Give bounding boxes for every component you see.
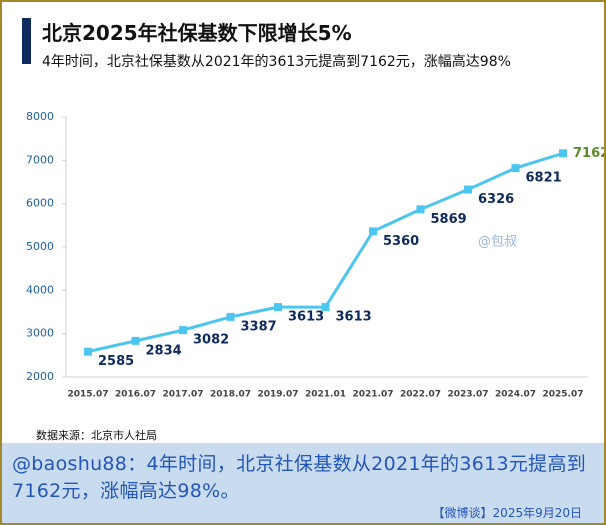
post-footer: 【微博谈】2025年9月20日	[432, 506, 582, 520]
value-label: 3387	[241, 319, 277, 334]
value-label: 6821	[526, 171, 562, 186]
x-tick-label: 2017.07	[163, 390, 204, 400]
y-tick-label: 8000	[26, 110, 54, 123]
x-tick-label: 2024.07	[495, 390, 536, 400]
value-label: 2834	[146, 343, 182, 358]
x-tick-label: 2023.07	[448, 390, 489, 400]
value-label: 3613	[288, 310, 324, 325]
y-tick-label: 7000	[26, 153, 54, 166]
marker	[511, 164, 520, 173]
y-tick-label: 6000	[26, 197, 54, 210]
marker	[274, 303, 282, 312]
marker	[226, 312, 235, 321]
source: 数据来源：北京市人社局	[36, 429, 157, 442]
post-band: @baoshu88：4年时间，北京社保基数从2021年的3613元提高到7162…	[2, 443, 604, 523]
line	[87, 151, 564, 354]
y-tick-label: 4000	[26, 283, 54, 296]
marker	[179, 326, 187, 335]
post-text: @baoshu88：4年时间，北京社保基数从2021年的3613元提高到7162…	[12, 453, 587, 502]
value-label: 6326	[478, 192, 514, 207]
value-label: 5360	[383, 234, 419, 249]
value-label: 3613	[336, 310, 372, 325]
x-tick-label: 2018.07	[210, 390, 251, 400]
x-tick-label: 2021.01	[305, 390, 346, 400]
y-tick-label: 2000	[26, 370, 54, 383]
title-accent	[22, 18, 31, 64]
marker	[416, 205, 425, 214]
marker	[321, 303, 330, 312]
x-tick-label: 2021.07	[353, 390, 394, 400]
marker	[84, 347, 92, 356]
marker	[369, 227, 377, 236]
chart: 2000 3000 4000 5000 6000 7000 8000 @包叔 2015.07 20…	[26, 110, 604, 400]
marker	[131, 336, 140, 345]
watermark: @包叔	[478, 235, 517, 250]
x-tick-label: 2019.07	[258, 390, 299, 400]
marker	[559, 149, 567, 158]
y-tick-label: 3000	[26, 327, 54, 340]
x-tick-label: 2015.07	[68, 390, 109, 400]
title: 北京2025年社保基数下限增长5%	[42, 21, 352, 45]
subtitle: 4年时间，北京社保基数从2021年的3613元提高到7162元，涨幅高达98%	[42, 54, 511, 70]
y-tick-label: 5000	[26, 240, 54, 253]
value-label: 5869	[431, 212, 467, 227]
x-tick-label: 2016.07	[115, 390, 156, 400]
x-tick-label: 2022.07	[400, 390, 441, 400]
x-tick-label: 2025.07	[543, 390, 584, 400]
marker	[464, 185, 472, 194]
value-label: 7162	[573, 146, 604, 161]
value-label: 2585	[98, 354, 134, 369]
value-label: 3082	[193, 333, 229, 348]
